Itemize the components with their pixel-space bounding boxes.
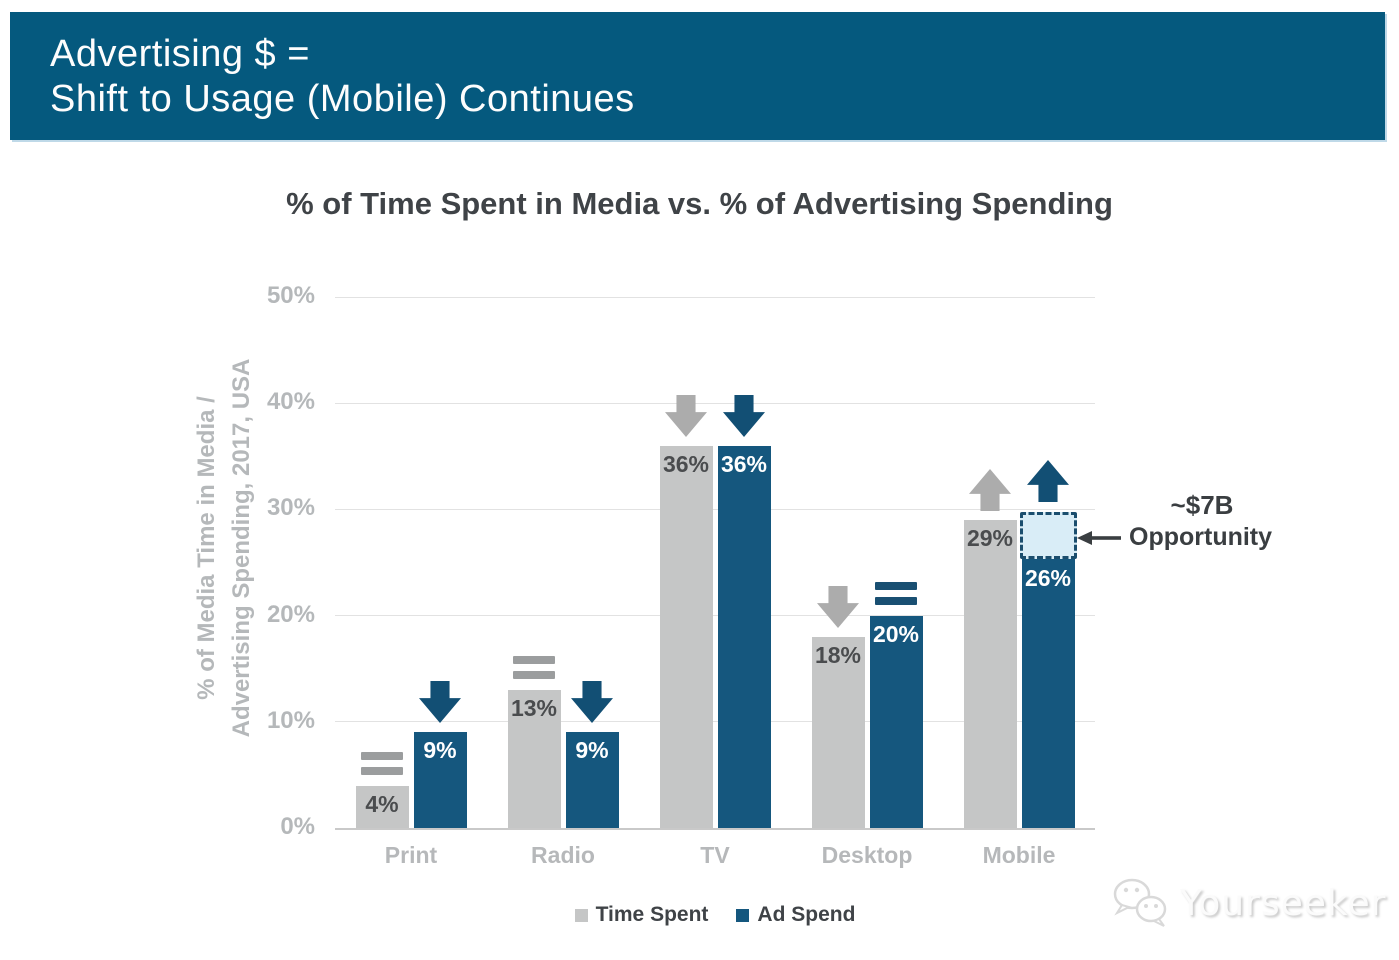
bar-desktop-ad-spend: 20% [869,615,923,828]
legend-swatch [736,908,750,922]
down-arrow-icon [417,681,463,724]
up-arrow-icon [1025,459,1071,502]
bar-group-radio: Radio 13% 9% [487,297,639,868]
bar-value-label: 20% [872,620,920,647]
annotation-label: Opportunity [1129,523,1273,551]
chart-title: % of Time Spent in Media vs. % of Advert… [286,186,1113,221]
down-arrow-icon [569,681,615,724]
legend-item-time-spent: Time Spent [574,903,709,927]
plot-area: Print 4% 9% Radio 13% 9% TV 36% 36% Desktop 18% 20%… [335,296,1095,868]
annotation-value: ~$7B [1170,490,1234,520]
x-category-label: Print [384,842,438,868]
bar-print-ad-spend: 9% [413,732,467,828]
bar-group-print: Print 4% 9% [335,297,487,868]
gridline [335,721,1095,723]
watermark: Yourseeker [1110,876,1386,930]
opportunity-annotation: ~$7B Opportunity [1077,490,1297,552]
bar-tv-time-spent: 36% [659,445,713,828]
down-arrow-icon [815,585,861,628]
left-arrow-icon [1077,530,1121,545]
down-arrow-icon [721,394,767,437]
watermark-text: Yourseeker [1180,882,1387,924]
flat-equals-icon [513,655,555,679]
opportunity-box [1019,511,1077,559]
up-arrow-icon [967,469,1013,512]
bar-radio-ad-spend: 9% [565,732,619,828]
y-axis-title: % of Media Time in Media / Advertising S… [189,359,259,738]
y-axis-title-line1: % of Media Time in Media / [193,396,220,700]
bar-mobile-time-spent: 29% [963,520,1017,828]
bar-value-label: 4% [365,790,399,817]
bar-group-tv: TV 36% 36% [639,297,791,868]
banner-title-line1: Advertising $ = [50,33,310,75]
bar-tv-ad-spend: 36% [717,445,771,828]
bar-group-desktop: Desktop 18% 20% [791,297,943,868]
slide-header-banner: Advertising $ = Shift to Usage (Mobile) … [10,12,1385,140]
gridline [335,827,1095,830]
banner-title-line2: Shift to Usage (Mobile) Continues [50,78,635,120]
bar-print-time-spent: 4% [355,785,409,828]
flat-equals-icon [361,751,403,775]
x-category-label: TV [700,842,730,868]
bar-value-label: 29% [966,525,1014,552]
bar-desktop-time-spent: 18% [811,636,865,828]
bar-value-label: 9% [423,737,457,764]
legend-label: Time Spent [595,903,709,926]
gridline [335,615,1095,617]
bar-radio-time-spent: 13% [507,689,561,828]
down-arrow-icon [663,394,709,437]
flat-equals-icon [875,581,917,605]
bar-value-label: 9% [575,737,609,764]
bar-value-label: 36% [720,450,768,477]
gridline [335,508,1095,510]
bar-value-label: 26% [1024,564,1072,591]
legend-swatch [574,908,588,922]
x-category-label: Mobile [982,842,1056,868]
bar-value-label: 13% [510,694,558,721]
bar-value-label: 18% [814,641,862,668]
y-tick-label: 0% [280,813,315,840]
bar-value-label: 36% [662,450,710,477]
legend: Time Spent Ad Spend [335,903,1095,927]
legend-label: Ad Spend [757,903,856,926]
gridline [335,402,1095,404]
bar-mobile-ad-spend: 26% [1021,551,1075,828]
x-category-label: Radio [531,842,595,868]
y-tick-label: 50% [266,282,315,309]
legend-item-ad-spend: Ad Spend [736,903,855,927]
bar-group-mobile: Mobile 29% 26% [943,297,1095,868]
y-axis-title-line2: Advertising Spending, 2017, USA [228,358,255,738]
wechat-icon [1113,878,1167,927]
x-category-label: Desktop [821,842,913,868]
gridline [335,296,1095,298]
